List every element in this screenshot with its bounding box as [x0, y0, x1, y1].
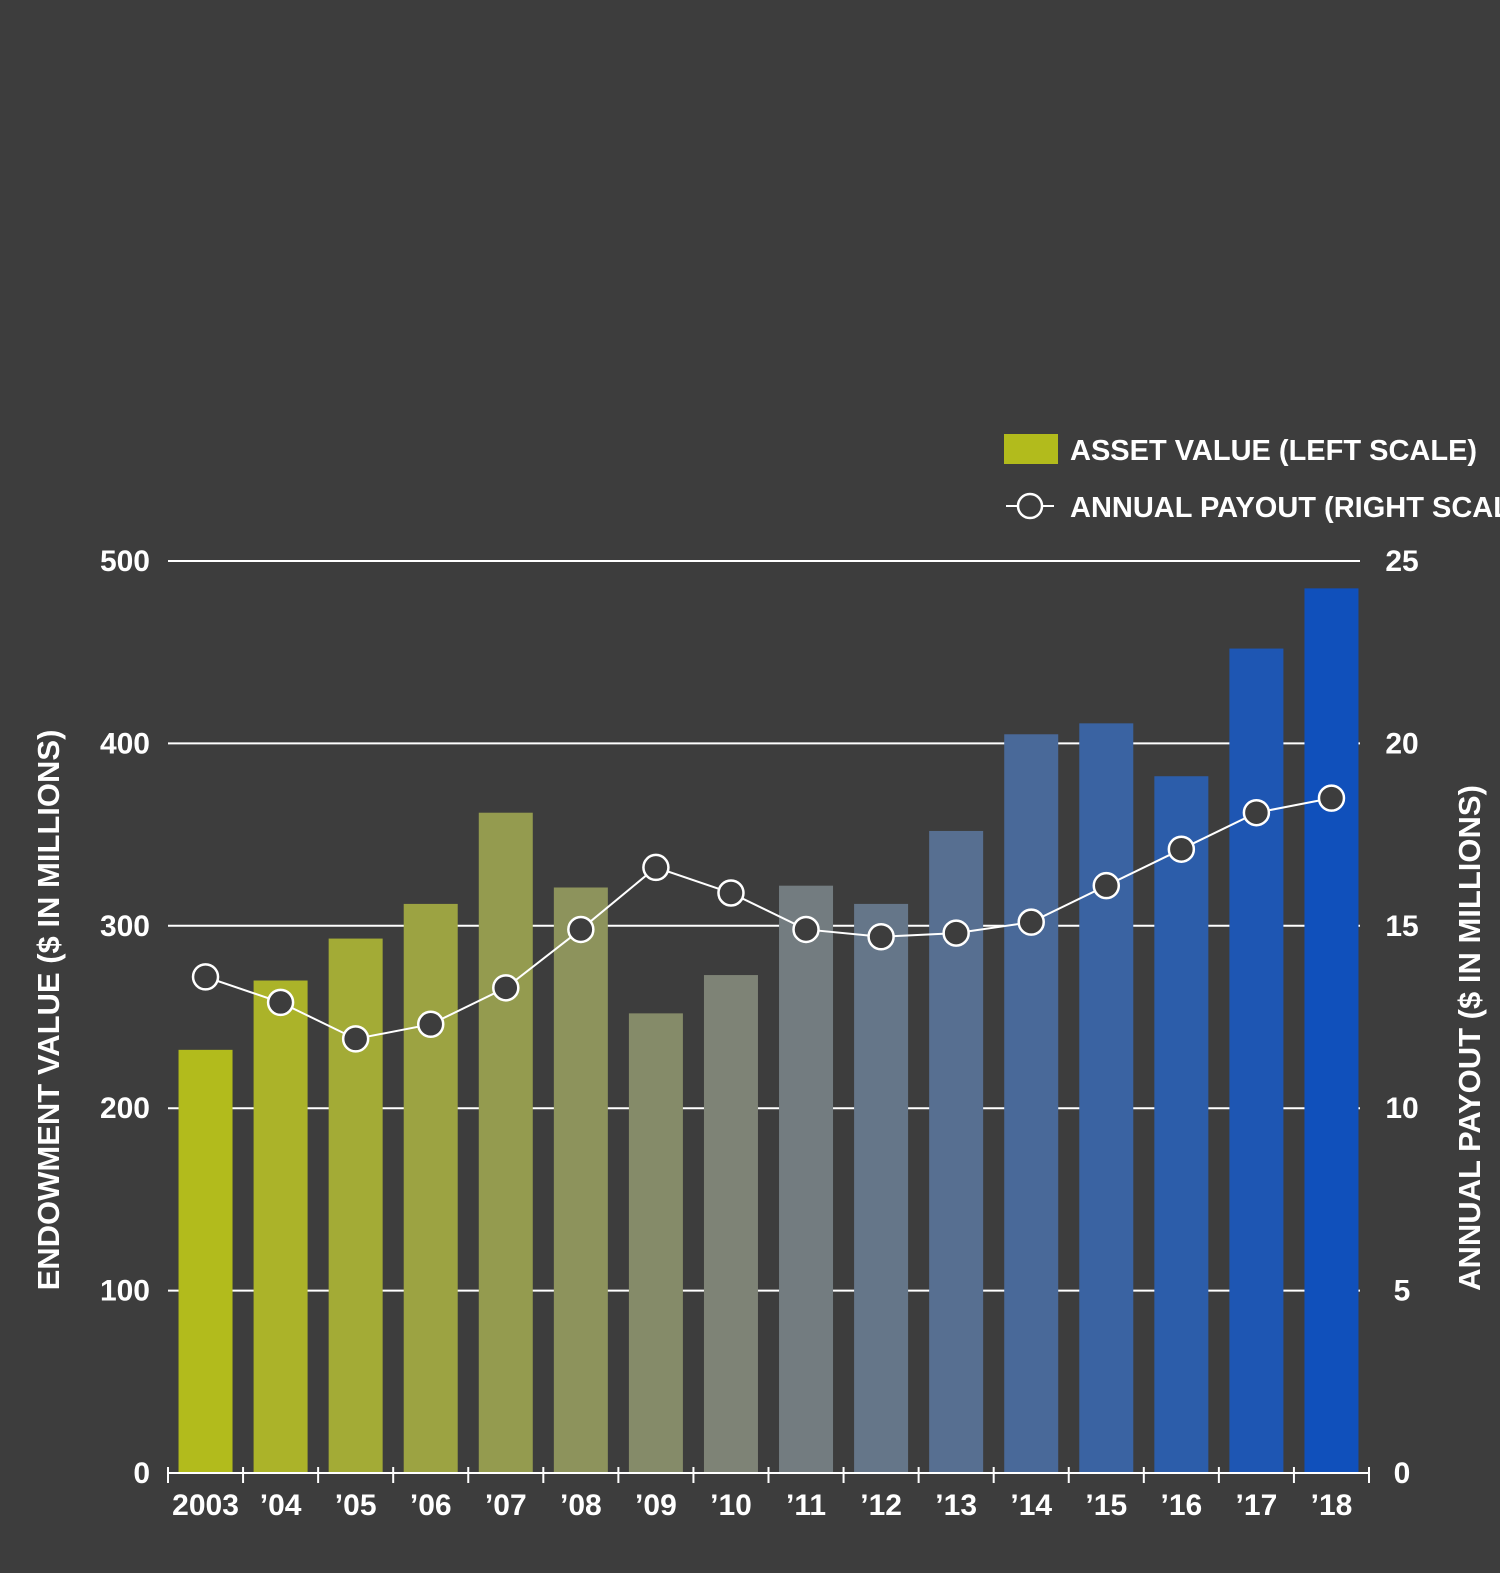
payout-line — [191, 784, 1346, 1053]
y-left-tick-label: 200 — [100, 1092, 150, 1125]
y-axis-left-ticks: 0 100 200 300 400 500 — [100, 545, 150, 1490]
payout-point-2003 — [191, 963, 220, 991]
payout-point-13 — [942, 919, 970, 947]
y-right-tick-label: 5 — [1394, 1275, 1411, 1308]
y-axis-right-ticks: 0 5 10 15 20 25 — [1385, 545, 1418, 1490]
x-tick-label: ’18 — [1311, 1489, 1353, 1522]
x-tick-label: ’15 — [1085, 1489, 1127, 1522]
x-tick-label: ’09 — [635, 1489, 677, 1522]
x-tick-label: ’04 — [260, 1489, 302, 1522]
x-tick-label: ’05 — [335, 1489, 377, 1522]
bar-10 — [703, 975, 758, 1473]
payout-point-16 — [1167, 835, 1196, 863]
y-left-tick-label: 0 — [133, 1457, 150, 1490]
bar-06 — [403, 903, 458, 1473]
x-tick-label: 2003 — [172, 1489, 239, 1522]
bar-2003 — [178, 1049, 233, 1473]
x-axis-ticks: 2003 ’04 ’05 ’06 ’07 ’08 ’09 ’10 ’11 ’12 ’13 ’14 ’15… — [172, 1489, 1352, 1522]
y-axis-title-right: ANNUAL PAYOUT ($ IN MILLIONS) — [1452, 785, 1487, 1291]
x-tick-label: ’07 — [485, 1489, 527, 1522]
payout-point-12 — [867, 922, 895, 951]
x-tick-label: ’12 — [860, 1489, 902, 1522]
bar-05 — [328, 938, 383, 1473]
payout-point-09 — [642, 853, 670, 882]
legend-label-asset-value: ASSET VALUE (LEFT SCALE) — [1070, 435, 1477, 467]
y-left-tick-label: 500 — [100, 545, 150, 578]
payout-point-18 — [1317, 784, 1346, 812]
payout-point-14 — [1017, 908, 1045, 936]
legend-swatch-asset-value — [1004, 434, 1058, 464]
bar-18 — [1304, 588, 1359, 1473]
bar-17 — [1229, 648, 1284, 1473]
y-right-tick-label: 15 — [1385, 910, 1418, 943]
payout-point-06 — [416, 1010, 445, 1039]
payout-point-04 — [266, 988, 295, 1017]
payout-point-17 — [1242, 798, 1271, 827]
y-right-tick-label: 10 — [1385, 1092, 1418, 1125]
y-right-tick-label: 20 — [1385, 727, 1418, 760]
bar-11 — [779, 885, 834, 1473]
x-tick-label: ’17 — [1236, 1489, 1278, 1522]
x-tick-label: ’08 — [560, 1489, 602, 1522]
bar-04 — [253, 980, 308, 1473]
y-left-tick-label: 300 — [100, 910, 150, 943]
payout-point-10 — [717, 879, 745, 907]
bar-16 — [1154, 776, 1209, 1473]
legend-marker-annual-payout — [1016, 492, 1044, 520]
payout-line-path — [205, 797, 1332, 1040]
x-tick-label: ’16 — [1160, 1489, 1202, 1522]
x-tick-label: ’14 — [1010, 1489, 1052, 1522]
bar-09 — [628, 1013, 683, 1473]
legend: ASSET VALUE (LEFT SCALE) ANNUAL PAYOUT (… — [1004, 434, 1500, 524]
x-tick-label: ’13 — [935, 1489, 977, 1522]
x-tick-label: ’06 — [410, 1489, 452, 1522]
x-tick-label: ’11 — [786, 1489, 826, 1522]
payout-point-08 — [567, 915, 595, 944]
y-left-tick-label: 400 — [100, 727, 150, 760]
bar-08 — [553, 887, 608, 1473]
y-left-tick-label: 100 — [100, 1275, 150, 1308]
payout-point-05 — [341, 1025, 370, 1053]
payout-point-07 — [492, 974, 520, 1002]
x-tick-label: ’10 — [710, 1489, 752, 1522]
bar-14 — [1004, 734, 1059, 1473]
y-right-tick-label: 25 — [1385, 545, 1418, 578]
y-axis-title-left: ENDOWMENT VALUE ($ IN MILLIONS) — [31, 730, 66, 1291]
y-right-tick-label: 0 — [1394, 1457, 1411, 1490]
payout-point-11 — [792, 915, 820, 944]
bar-15 — [1079, 723, 1134, 1473]
bar-07 — [478, 812, 533, 1473]
payout-point-15 — [1092, 871, 1121, 900]
legend-label-annual-payout: ANNUAL PAYOUT (RIGHT SCALE) — [1070, 492, 1500, 524]
bar-12 — [854, 903, 909, 1473]
x-axis — [167, 1467, 1370, 1483]
bars — [178, 588, 1359, 1473]
